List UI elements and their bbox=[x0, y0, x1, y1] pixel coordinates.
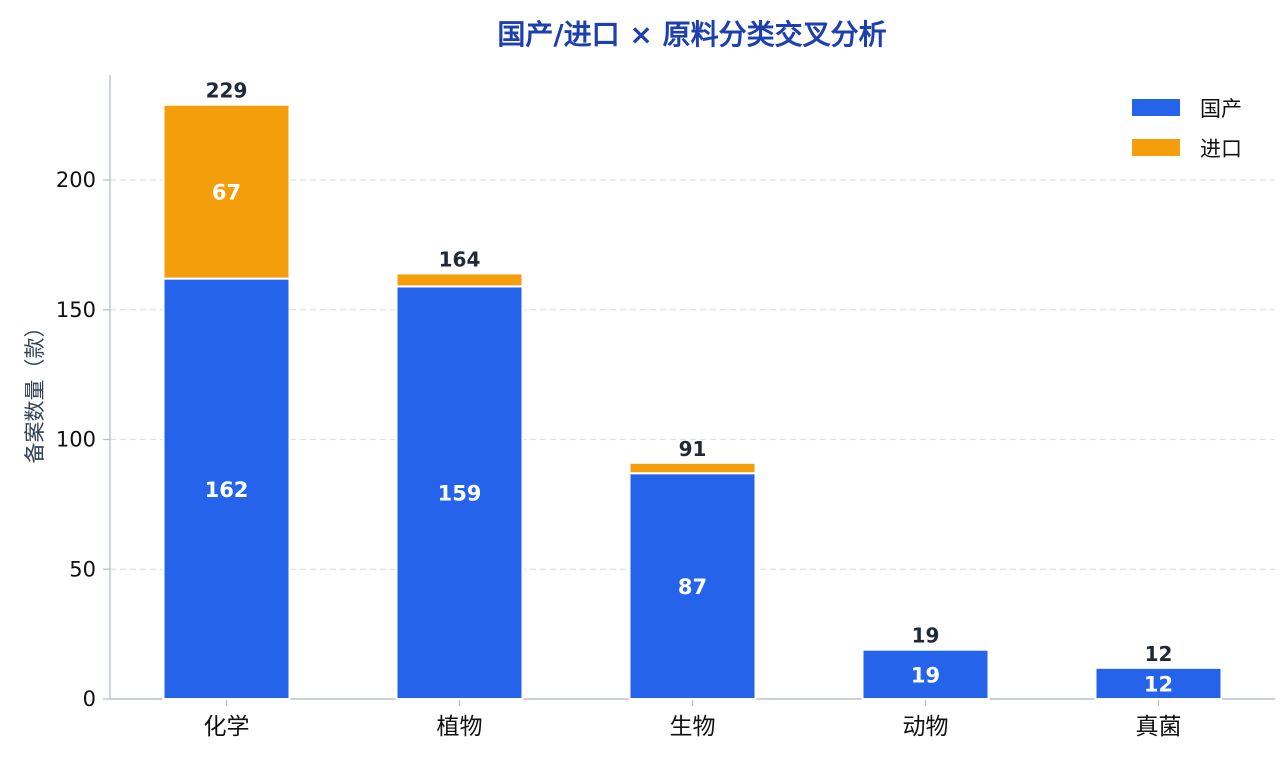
x-tick-label: 生物 bbox=[670, 714, 716, 740]
segment-value-label: 87 bbox=[678, 575, 707, 599]
legend-swatch bbox=[1132, 99, 1180, 116]
total-value-label: 12 bbox=[1145, 642, 1173, 666]
bar-segment bbox=[630, 463, 756, 473]
bars bbox=[164, 105, 1222, 699]
y-tick-label: 50 bbox=[69, 557, 96, 581]
total-value-label: 19 bbox=[912, 624, 940, 648]
segment-value-label: 12 bbox=[1144, 672, 1173, 696]
total-value-label: 229 bbox=[206, 79, 248, 103]
segment-value-label: 19 bbox=[911, 663, 940, 687]
total-value-label: 91 bbox=[679, 437, 707, 461]
segment-value-label: 159 bbox=[438, 482, 482, 506]
y-tick-label: 0 bbox=[83, 687, 96, 711]
y-tick-label: 200 bbox=[56, 168, 96, 192]
y-axis-label: 备案数量（款） bbox=[23, 317, 47, 464]
legend-label: 国产 bbox=[1200, 97, 1242, 121]
legend-label: 进口 bbox=[1200, 137, 1242, 161]
x-tick-label: 化学 bbox=[204, 714, 250, 740]
x-tick-label: 植物 bbox=[437, 714, 483, 740]
x-tick-label: 真菌 bbox=[1136, 714, 1182, 740]
chart-title: 国产/进口 × 原料分类交叉分析 bbox=[497, 18, 886, 51]
segment-value-label: 162 bbox=[205, 478, 249, 502]
x-tick-label: 动物 bbox=[903, 714, 949, 740]
segment-value-label: 67 bbox=[212, 181, 241, 205]
y-tick-label: 150 bbox=[56, 298, 96, 322]
total-value-label: 164 bbox=[439, 247, 481, 271]
y-tick-label: 100 bbox=[56, 428, 96, 452]
legend-swatch bbox=[1132, 139, 1180, 156]
bar-segment bbox=[397, 273, 523, 286]
